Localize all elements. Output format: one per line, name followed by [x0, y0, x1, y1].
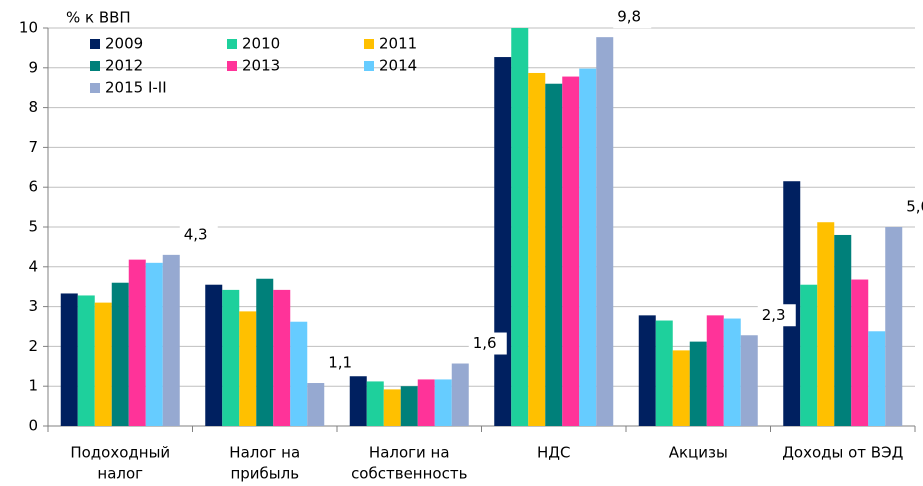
bar [545, 83, 563, 426]
bar [205, 284, 223, 426]
bar [800, 284, 818, 426]
bar [239, 311, 257, 426]
bar [706, 315, 724, 426]
bar [60, 293, 78, 426]
bar [528, 72, 546, 426]
bar [868, 331, 886, 426]
bar [672, 350, 690, 426]
bar [128, 259, 146, 426]
y-tick-label: 1 [28, 377, 38, 395]
data-label-bg [613, 6, 652, 29]
bar [273, 289, 291, 426]
y-tick-label: 8 [28, 98, 38, 116]
legend-swatch [90, 83, 100, 93]
bar [740, 335, 758, 426]
bar [851, 279, 869, 426]
x-tick-label: Налог на [229, 444, 300, 462]
bar [77, 295, 95, 426]
bar [723, 318, 741, 426]
legend-label: 2015 I-II [105, 79, 167, 97]
y-tick-label: 9 [28, 58, 38, 76]
data-label-bg [902, 196, 923, 218]
bar [494, 57, 512, 426]
y-tick-label: 7 [28, 138, 38, 156]
bar [94, 302, 112, 426]
bar [222, 289, 240, 426]
y-tick-label: 3 [28, 297, 38, 315]
legend-swatch [227, 61, 237, 71]
y-tick-label: 5 [28, 218, 38, 236]
data-label-bg [324, 352, 363, 375]
legend-label: 2011 [379, 35, 417, 53]
bar [417, 379, 435, 426]
data-label: 4,3 [184, 225, 208, 243]
legend-label: 2009 [105, 35, 143, 53]
bar [885, 227, 903, 426]
y-tick-label: 6 [28, 178, 38, 196]
data-label-bg [757, 304, 796, 327]
legend-swatch [227, 39, 237, 49]
bar [290, 321, 308, 426]
bar [256, 278, 274, 426]
bar [400, 386, 418, 426]
legend-label: 2012 [105, 57, 143, 75]
x-tick-label: прибыль [230, 465, 299, 483]
legend-label: 2010 [242, 35, 280, 53]
y-tick-label: 4 [28, 257, 38, 275]
data-label: 1,6 [473, 334, 497, 352]
bar [434, 379, 452, 426]
x-tick-label: Налоги на [369, 444, 450, 462]
y-tick-label: 2 [28, 337, 38, 355]
bar [783, 181, 801, 426]
x-tick-label: собственность [351, 465, 467, 483]
bar [655, 320, 673, 426]
bar [366, 381, 384, 426]
bar [562, 76, 580, 426]
legend-swatch [90, 61, 100, 71]
data-label: 9,8 [617, 8, 641, 26]
x-tick-label: Подоходный [70, 444, 170, 462]
data-label: 2,3 [762, 306, 786, 324]
bar [638, 315, 656, 426]
data-label: 5,0 [906, 198, 923, 216]
legend-label: 2014 [379, 57, 417, 75]
y-tick-label: 10 [19, 19, 38, 37]
y-tick-label: 0 [28, 417, 38, 435]
bar [111, 282, 129, 426]
bar [596, 37, 614, 427]
bar [834, 234, 852, 426]
data-label-bg [179, 223, 218, 246]
bar [349, 376, 367, 426]
legend-swatch [90, 39, 100, 49]
data-label-bg [468, 332, 507, 355]
bar [511, 28, 529, 426]
legend-swatch [364, 39, 374, 49]
bar [689, 341, 707, 426]
bar [162, 254, 180, 426]
bar [307, 383, 325, 426]
bar [579, 68, 597, 426]
legend-label: 2013 [242, 57, 280, 75]
legend-swatch [364, 61, 374, 71]
bar [451, 363, 469, 426]
bar [145, 262, 163, 426]
bar [817, 222, 835, 426]
x-tick-label: Доходы от ВЭД [782, 444, 903, 462]
data-label: 1,1 [328, 354, 352, 372]
x-tick-label: НДС [537, 444, 570, 462]
x-tick-label: Акцизы [669, 444, 728, 462]
x-tick-label: налог [97, 465, 143, 483]
y-axis-label: % к ВВП [66, 9, 131, 27]
bar [383, 389, 401, 426]
